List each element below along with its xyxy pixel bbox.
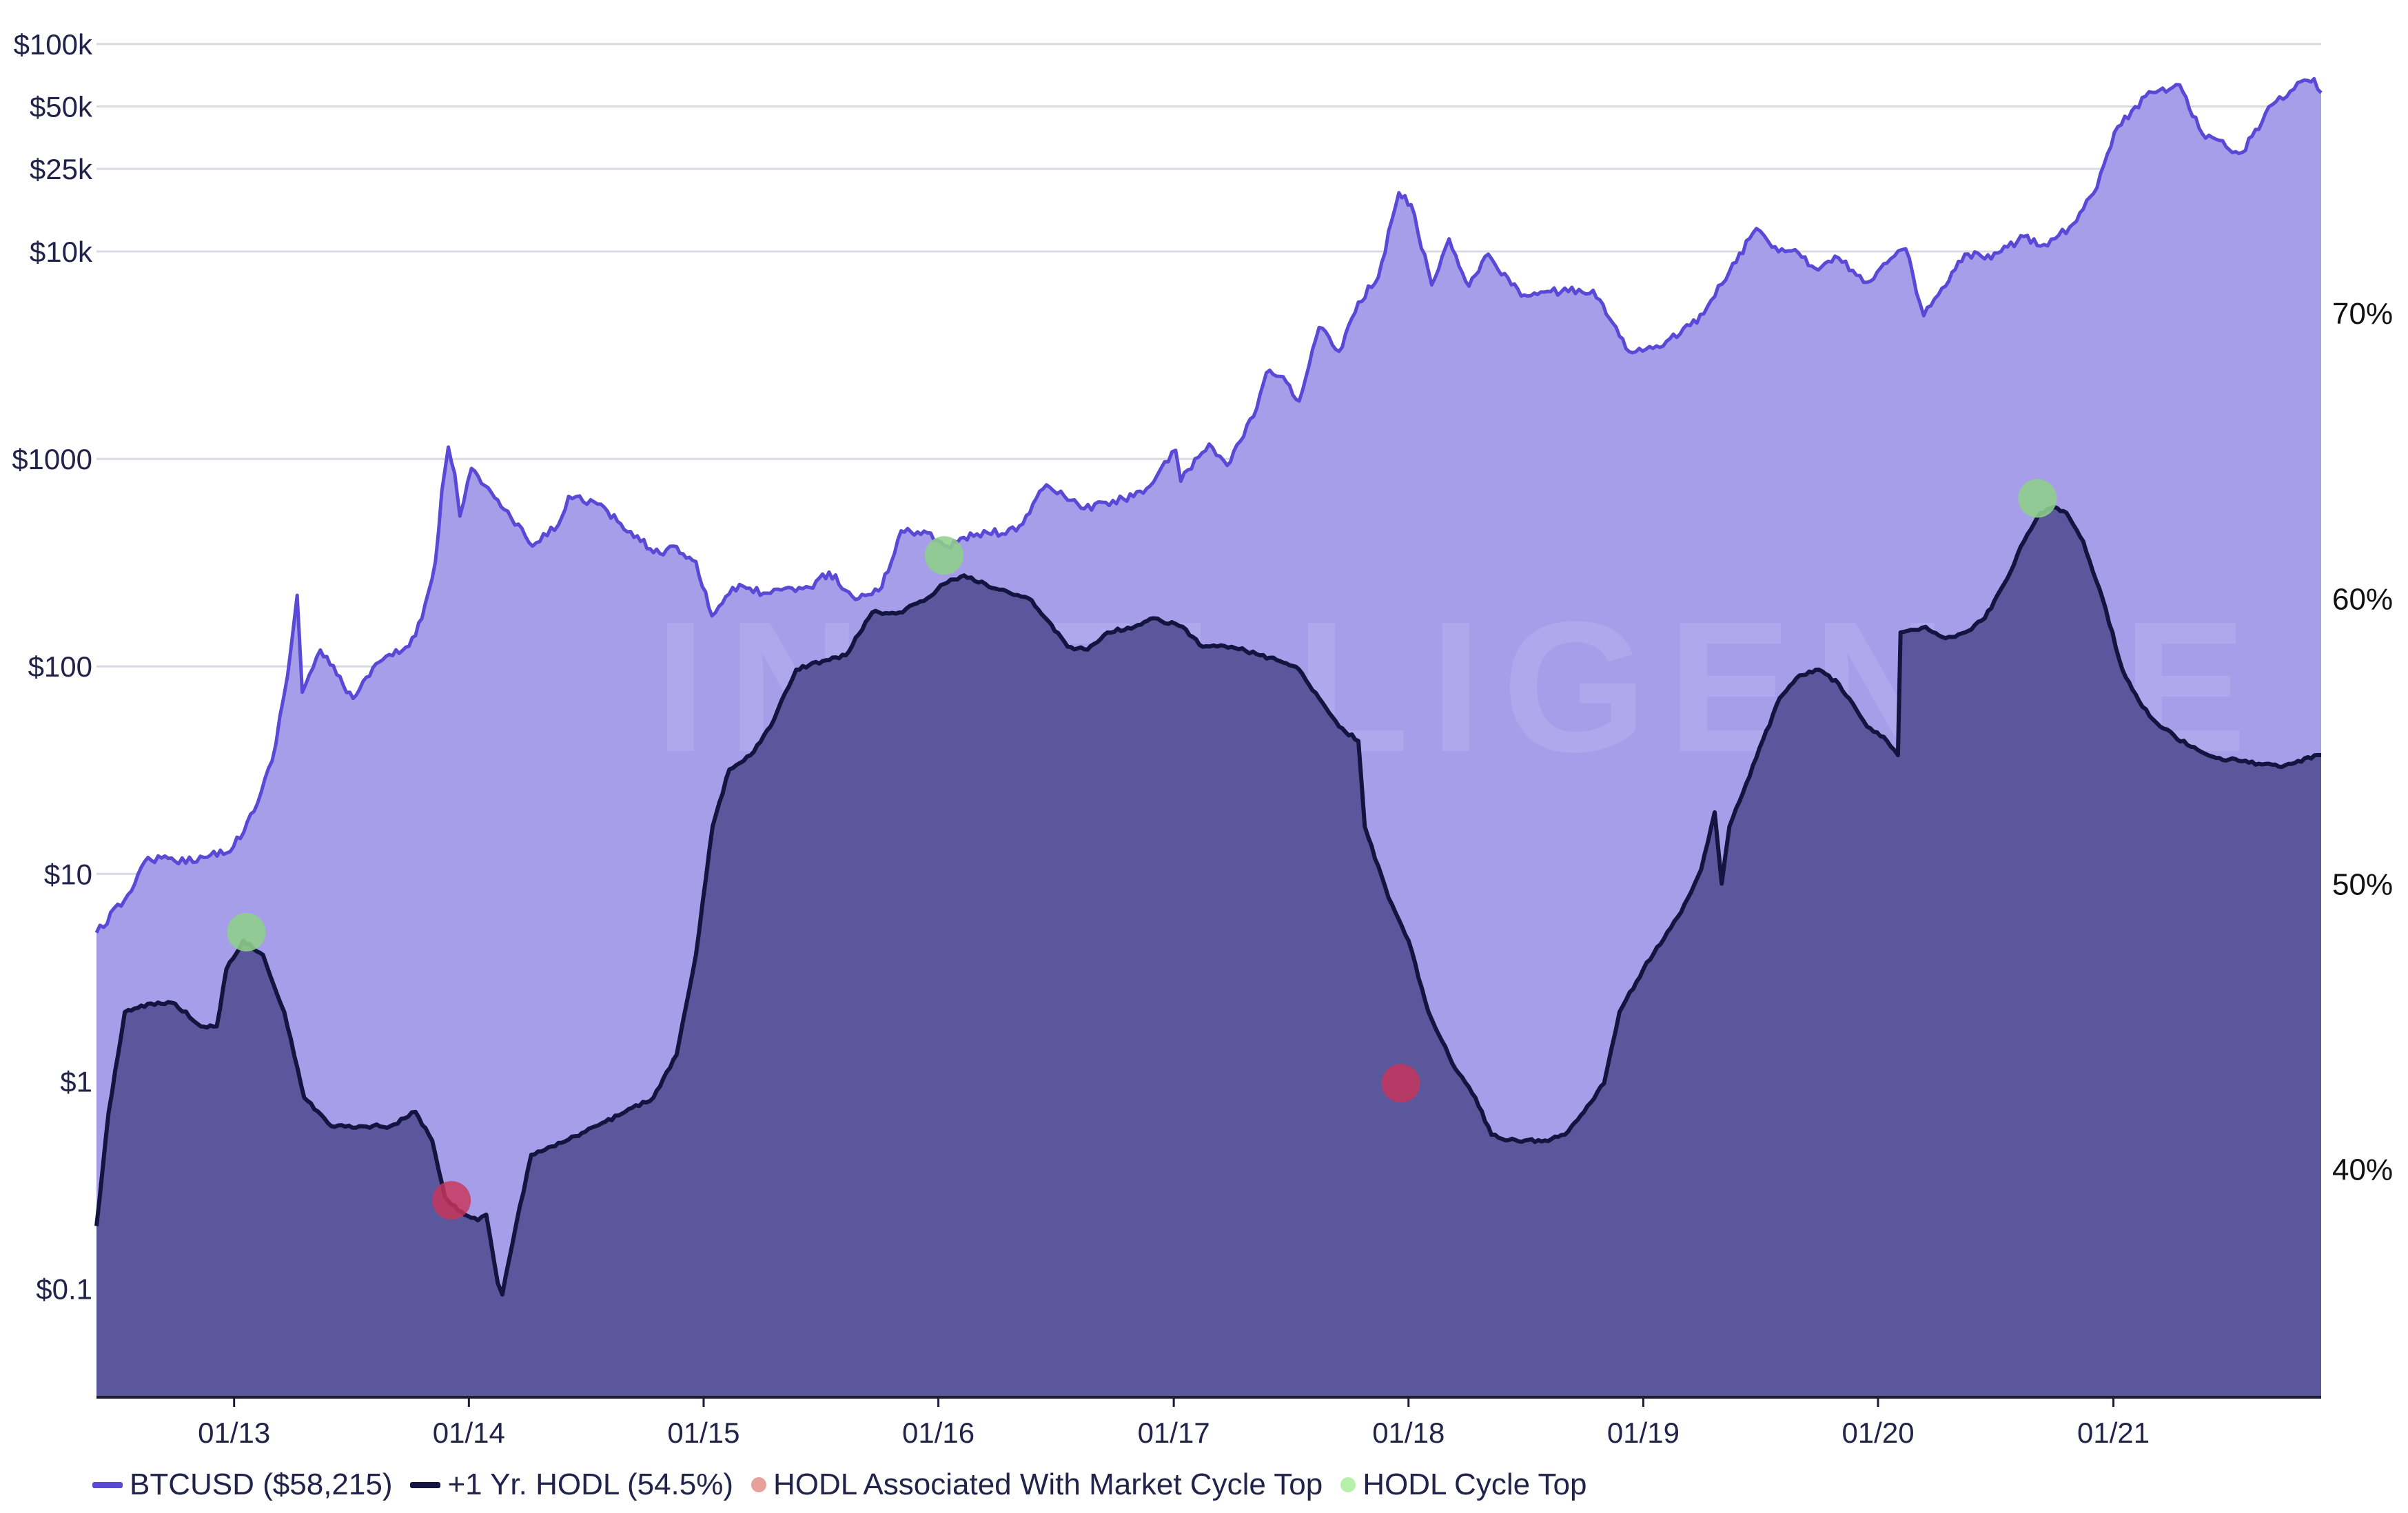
hodl-cycle-top-marker-2 [2018, 479, 2057, 518]
y-left-tick-label: $1 [60, 1065, 92, 1098]
legend: BTCUSD ($58,215) +1 Yr. HODL (54.5%) HOD… [92, 1461, 1586, 1509]
legend-item-hodl-cycle-top[interactable]: HODL Cycle Top [1340, 1468, 1586, 1502]
legend-label-hodl: +1 Yr. HODL (54.5%) [447, 1468, 734, 1501]
legend-swatch-hodl-cycle-top [1340, 1477, 1356, 1492]
y-left-tick-label: $50k [30, 90, 93, 123]
legend-item-hodl[interactable]: +1 Yr. HODL (54.5%) [410, 1468, 733, 1502]
hodl-area [96, 506, 2321, 1397]
y-left-tick-label: $0.1 [36, 1273, 92, 1306]
legend-item-market-cycle-top[interactable]: HODL Associated With Market Cycle Top [751, 1468, 1323, 1502]
x-tick-label: 01/14 [433, 1417, 505, 1449]
legend-swatch-btcusd [92, 1481, 123, 1488]
y-left-tick-label: $100k [14, 28, 93, 61]
y-left-tick-label: $25k [30, 153, 93, 185]
legend-swatch-market-cycle-top [751, 1477, 767, 1492]
hodl-series [94, 504, 2322, 1397]
y-right-tick-label: 60% [2332, 582, 2393, 616]
y-left-tick-label: $10k [30, 236, 93, 268]
y-right-tick-label: 40% [2332, 1153, 2393, 1187]
x-tick-label: 01/21 [2077, 1417, 2150, 1449]
hodl-line [94, 504, 2322, 1297]
market-cycle-top-marker-0 [432, 1181, 471, 1220]
legend-label-market-cycle-top: HODL Associated With Market Cycle Top [773, 1468, 1323, 1501]
hodl-cycle-top-marker-0 [227, 912, 266, 951]
btcusd-line [94, 76, 2323, 934]
y-left-tick-label: $1000 [12, 443, 92, 475]
market-cycle-top-marker-1 [1381, 1064, 1420, 1103]
y-right-tick-label: 50% [2332, 868, 2393, 902]
legend-label-btcusd: BTCUSD ($58,215) [130, 1468, 393, 1501]
legend-swatch-hodl [410, 1481, 441, 1488]
x-tick-label: 01/20 [1841, 1417, 1914, 1449]
y-right-tick-label: 70% [2332, 297, 2393, 331]
x-tick-label: 01/17 [1138, 1417, 1210, 1449]
x-tick-label: 01/15 [667, 1417, 739, 1449]
y-left-tick-label: $100 [28, 650, 92, 683]
x-tick-label: 01/18 [1372, 1417, 1445, 1449]
hodl-cycle-top-marker-1 [924, 536, 963, 575]
x-tick-label: 01/13 [198, 1417, 270, 1449]
legend-label-hodl-cycle-top: HODL Cycle Top [1363, 1468, 1587, 1501]
x-tick-label: 01/19 [1607, 1417, 1680, 1449]
legend-item-btcusd[interactable]: BTCUSD ($58,215) [92, 1468, 392, 1502]
axes: $100k $50k $25k $10k $1000 $100 $10 $1 $0.1 70% 60… [12, 28, 2393, 1449]
cycle-markers [227, 479, 2057, 1220]
y-left-tick-label: $10 [44, 858, 92, 890]
x-tick-label: 01/16 [902, 1417, 975, 1449]
